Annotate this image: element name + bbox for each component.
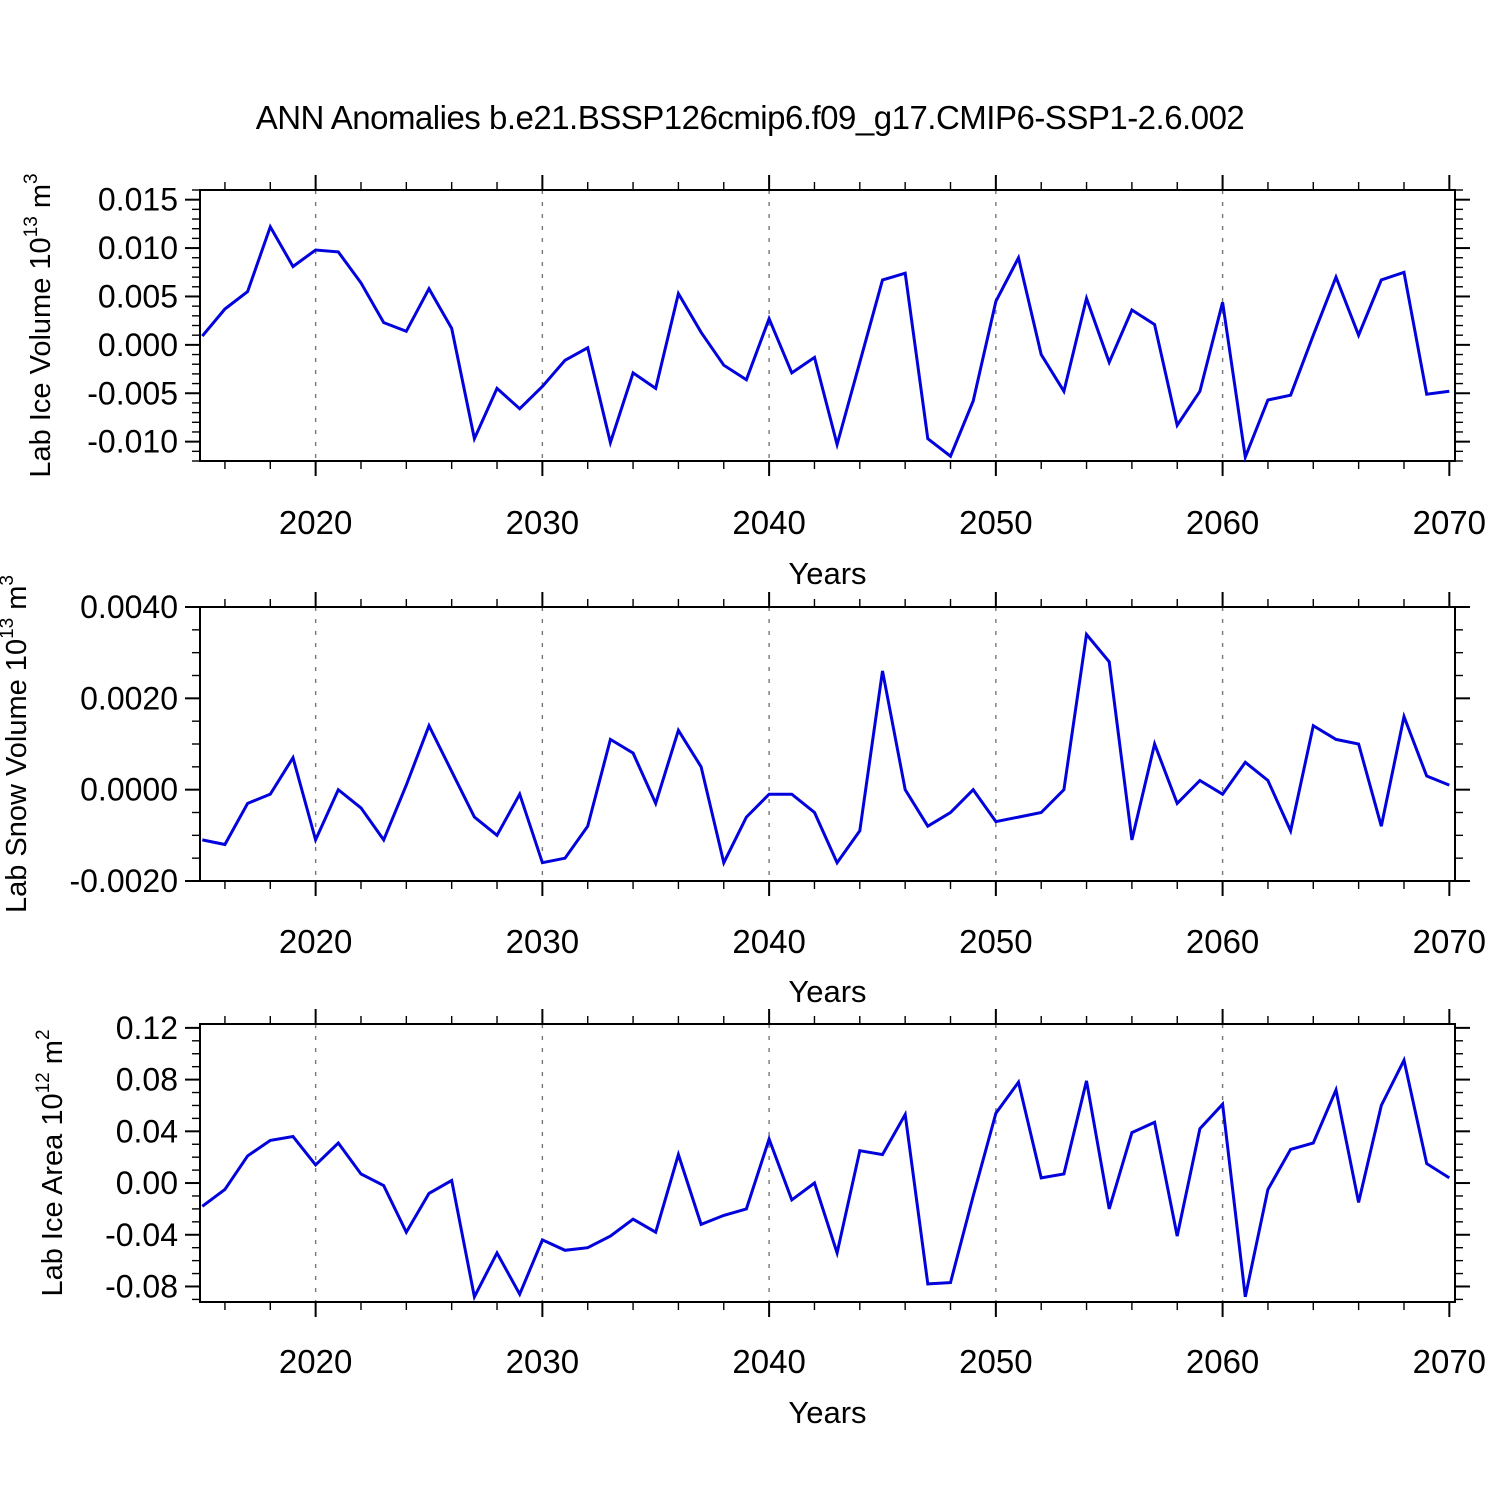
svg-text:2030: 2030 xyxy=(506,1343,579,1380)
svg-text:2020: 2020 xyxy=(279,504,352,541)
svg-text:Years: Years xyxy=(788,1395,866,1430)
svg-text:-0.0020: -0.0020 xyxy=(69,863,178,899)
svg-text:0.000: 0.000 xyxy=(98,327,178,363)
svg-text:Lab Ice Volume 1013 m3: Lab Ice Volume 1013 m3 xyxy=(21,173,57,477)
svg-text:2050: 2050 xyxy=(959,1343,1032,1380)
svg-text:-0.04: -0.04 xyxy=(105,1217,178,1253)
svg-text:0.010: 0.010 xyxy=(98,230,178,266)
svg-text:2040: 2040 xyxy=(732,1343,805,1380)
svg-text:0.04: 0.04 xyxy=(116,1113,178,1149)
svg-text:2060: 2060 xyxy=(1186,923,1259,960)
svg-text:Years: Years xyxy=(788,974,866,1009)
svg-text:2070: 2070 xyxy=(1413,504,1486,541)
svg-text:2040: 2040 xyxy=(732,923,805,960)
svg-text:0.0020: 0.0020 xyxy=(80,680,178,716)
svg-text:2050: 2050 xyxy=(959,504,1032,541)
svg-text:2060: 2060 xyxy=(1186,504,1259,541)
svg-text:2070: 2070 xyxy=(1413,1343,1486,1380)
svg-text:-0.010: -0.010 xyxy=(87,424,178,460)
svg-text:Years: Years xyxy=(788,556,866,591)
svg-text:0.08: 0.08 xyxy=(116,1062,178,1098)
svg-text:0.12: 0.12 xyxy=(116,1010,178,1046)
svg-text:-0.005: -0.005 xyxy=(87,375,178,411)
svg-text:0.005: 0.005 xyxy=(98,278,178,314)
svg-text:0.00: 0.00 xyxy=(116,1165,178,1201)
svg-text:0.0000: 0.0000 xyxy=(80,772,178,808)
page-title: ANN Anomalies b.e21.BSSP126cmip6.f09_g17… xyxy=(255,99,1245,136)
svg-text:2020: 2020 xyxy=(279,1343,352,1380)
svg-text:0.015: 0.015 xyxy=(98,182,178,218)
svg-text:2060: 2060 xyxy=(1186,1343,1259,1380)
svg-text:2030: 2030 xyxy=(506,923,579,960)
svg-text:Lab Ice Area 1012 m2: Lab Ice Area 1012 m2 xyxy=(33,1029,69,1296)
svg-text:2030: 2030 xyxy=(506,504,579,541)
svg-text:2070: 2070 xyxy=(1413,923,1486,960)
svg-text:-0.08: -0.08 xyxy=(105,1268,178,1304)
svg-text:0.0040: 0.0040 xyxy=(80,589,178,625)
svg-text:2050: 2050 xyxy=(959,923,1032,960)
svg-text:Lab Snow Volume 1013 m3: Lab Snow Volume 1013 m3 xyxy=(0,575,33,913)
svg-text:2040: 2040 xyxy=(732,504,805,541)
svg-text:2020: 2020 xyxy=(279,923,352,960)
